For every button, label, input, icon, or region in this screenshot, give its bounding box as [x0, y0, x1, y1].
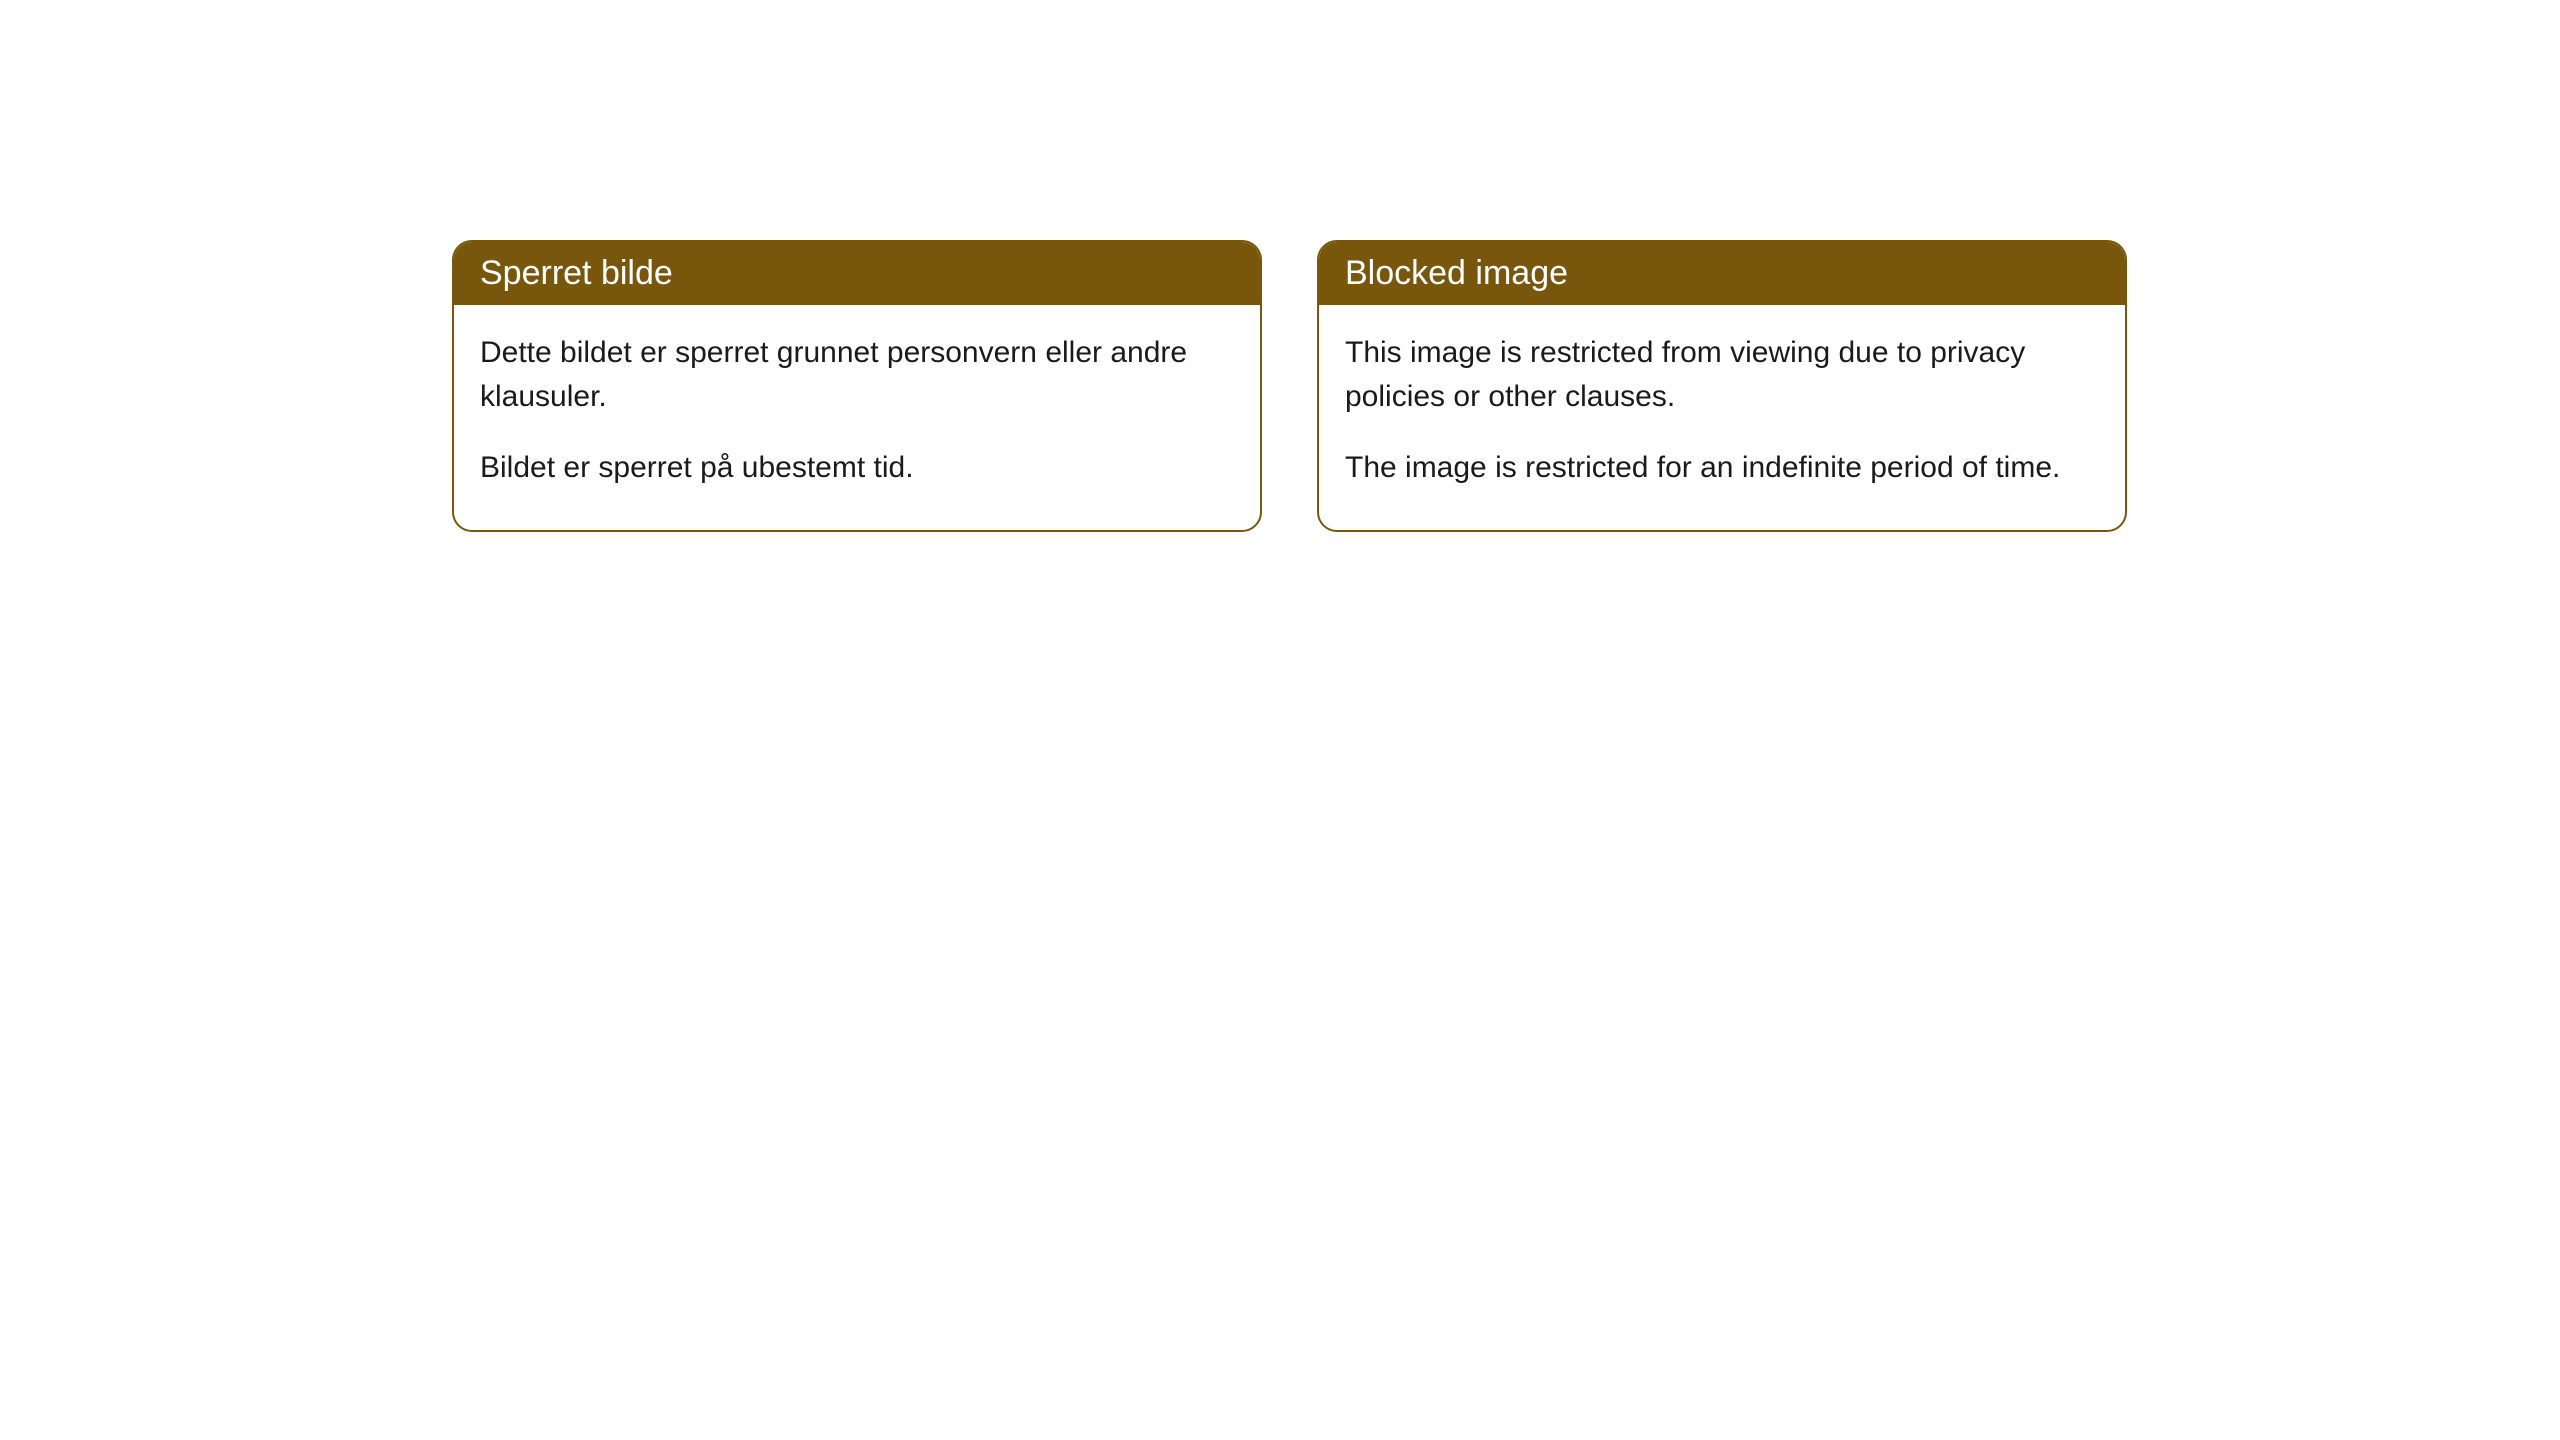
notice-card-english: Blocked image This image is restricted f…: [1317, 240, 2127, 532]
card-title-english: Blocked image: [1345, 254, 1568, 292]
card-paragraph-english-1: This image is restricted from viewing du…: [1345, 331, 2099, 418]
card-body-english: This image is restricted from viewing du…: [1319, 305, 2125, 530]
card-paragraph-norwegian-1: Dette bildet er sperret grunnet personve…: [480, 331, 1234, 418]
card-paragraph-english-2: The image is restricted for an indefinit…: [1345, 446, 2099, 490]
card-header-english: Blocked image: [1319, 242, 2125, 305]
notice-card-norwegian: Sperret bilde Dette bildet er sperret gr…: [452, 240, 1262, 532]
card-body-norwegian: Dette bildet er sperret grunnet personve…: [454, 305, 1260, 530]
notice-cards-container: Sperret bilde Dette bildet er sperret gr…: [452, 240, 2560, 532]
card-header-norwegian: Sperret bilde: [454, 242, 1260, 305]
card-title-norwegian: Sperret bilde: [480, 254, 673, 292]
card-paragraph-norwegian-2: Bildet er sperret på ubestemt tid.: [480, 446, 1234, 490]
